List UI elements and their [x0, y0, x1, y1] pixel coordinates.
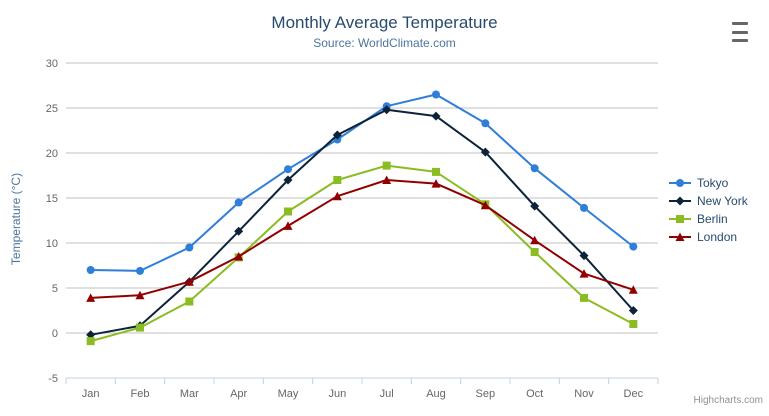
data-point-berlin[interactable]	[284, 207, 292, 216]
chart-subtitle: Source: WorldClimate.com	[313, 36, 456, 50]
data-point-new-york[interactable]	[382, 105, 392, 115]
hamburger-icon	[732, 30, 748, 34]
x-tick-label: Mar	[180, 388, 199, 400]
data-point-berlin[interactable]	[530, 248, 539, 256]
x-tick-label: Apr	[230, 388, 247, 400]
data-point-berlin[interactable]	[333, 176, 342, 184]
series-line-tokyo[interactable]	[89, 93, 635, 272]
y-tick-label: 0	[52, 328, 58, 340]
legend: Tokyo New York Berlin London	[668, 176, 748, 248]
data-point-london[interactable]	[628, 285, 638, 294]
chart-title: Monthly Average Temperature	[271, 13, 498, 32]
y-tick-label: 30	[46, 58, 58, 70]
data-point-berlin[interactable]	[432, 167, 440, 176]
credits-link[interactable]: Highcharts.com	[693, 395, 763, 406]
y-tick-label: 25	[46, 103, 58, 115]
data-point-london[interactable]	[382, 175, 392, 185]
x-tick-label: May	[278, 388, 299, 400]
legend-item-tokyo[interactable]: Tokyo	[668, 176, 748, 190]
y-tick-label: 15	[46, 193, 58, 205]
export-menu-button[interactable]	[732, 21, 749, 43]
data-point-london[interactable]	[480, 200, 490, 210]
x-tick-label: Jun	[328, 388, 346, 400]
data-point-berlin[interactable]	[629, 320, 638, 328]
data-point-berlin[interactable]	[86, 337, 95, 346]
legend-marker-circle-icon	[669, 179, 691, 187]
legend-marker-triangle-icon	[669, 232, 691, 241]
legend-marker-square-icon	[669, 215, 691, 223]
y-tick-label: 20	[46, 148, 58, 160]
data-point-new-york[interactable]	[283, 175, 293, 185]
data-point-tokyo[interactable]	[86, 266, 95, 274]
legend-item-london[interactable]: London	[668, 230, 748, 244]
x-tick-label: Oct	[526, 388, 543, 400]
data-point-tokyo[interactable]	[629, 242, 638, 251]
data-point-new-york[interactable]	[86, 330, 96, 340]
legend-item-berlin[interactable]: Berlin	[668, 212, 748, 226]
legend-label: Tokyo	[697, 176, 729, 190]
data-point-tokyo[interactable]	[580, 203, 588, 212]
x-tick-label: Jan	[82, 388, 100, 400]
x-tick-label: Sep	[476, 388, 496, 400]
data-point-tokyo[interactable]	[185, 243, 194, 252]
hamburger-icon	[732, 22, 748, 25]
x-tick-label: Jul	[380, 388, 394, 400]
data-point-london[interactable]	[579, 269, 589, 278]
series-line-new-york[interactable]	[89, 108, 635, 336]
hamburger-icon	[732, 39, 748, 42]
data-point-tokyo[interactable]	[432, 90, 440, 99]
y-tick-label: 10	[46, 238, 58, 250]
legend-label: Berlin	[697, 212, 728, 226]
data-point-tokyo[interactable]	[481, 119, 490, 128]
data-point-london[interactable]	[431, 179, 441, 188]
data-point-london[interactable]	[135, 290, 145, 300]
series-line-berlin[interactable]	[89, 164, 635, 343]
data-point-berlin[interactable]	[580, 293, 588, 302]
data-point-new-york[interactable]	[579, 251, 589, 261]
legend-item-new-york[interactable]: New York	[668, 194, 748, 208]
data-point-berlin[interactable]	[185, 297, 194, 306]
data-point-london[interactable]	[332, 191, 342, 201]
data-point-london[interactable]	[530, 235, 540, 245]
series-line-london[interactable]	[89, 179, 635, 299]
data-point-london[interactable]	[283, 221, 293, 230]
data-point-berlin[interactable]	[136, 323, 144, 332]
data-point-new-york[interactable]	[234, 226, 244, 236]
data-point-london[interactable]	[184, 277, 194, 286]
data-point-new-york[interactable]	[332, 130, 342, 140]
data-point-london[interactable]	[86, 293, 96, 302]
data-point-tokyo[interactable]	[136, 266, 144, 275]
data-point-tokyo[interactable]	[530, 164, 539, 173]
y-tick-label: -5	[48, 373, 58, 385]
data-point-berlin[interactable]	[382, 161, 391, 170]
y-tick-label: 5	[52, 283, 58, 295]
data-point-new-york[interactable]	[480, 147, 490, 157]
data-point-new-york[interactable]	[628, 306, 638, 315]
data-point-tokyo[interactable]	[284, 165, 292, 174]
data-point-london[interactable]	[234, 252, 244, 261]
data-point-new-york[interactable]	[431, 111, 441, 121]
legend-label: New York	[697, 194, 748, 208]
x-tick-label: Feb	[131, 388, 150, 400]
x-tick-label: Nov	[574, 388, 594, 400]
legend-marker-diamond-icon	[669, 196, 691, 206]
legend-label: London	[697, 230, 738, 244]
x-tick-label: Aug	[426, 388, 446, 400]
x-tick-label: Dec	[624, 388, 644, 400]
data-point-new-york[interactable]	[530, 201, 540, 211]
data-point-tokyo[interactable]	[234, 198, 243, 207]
